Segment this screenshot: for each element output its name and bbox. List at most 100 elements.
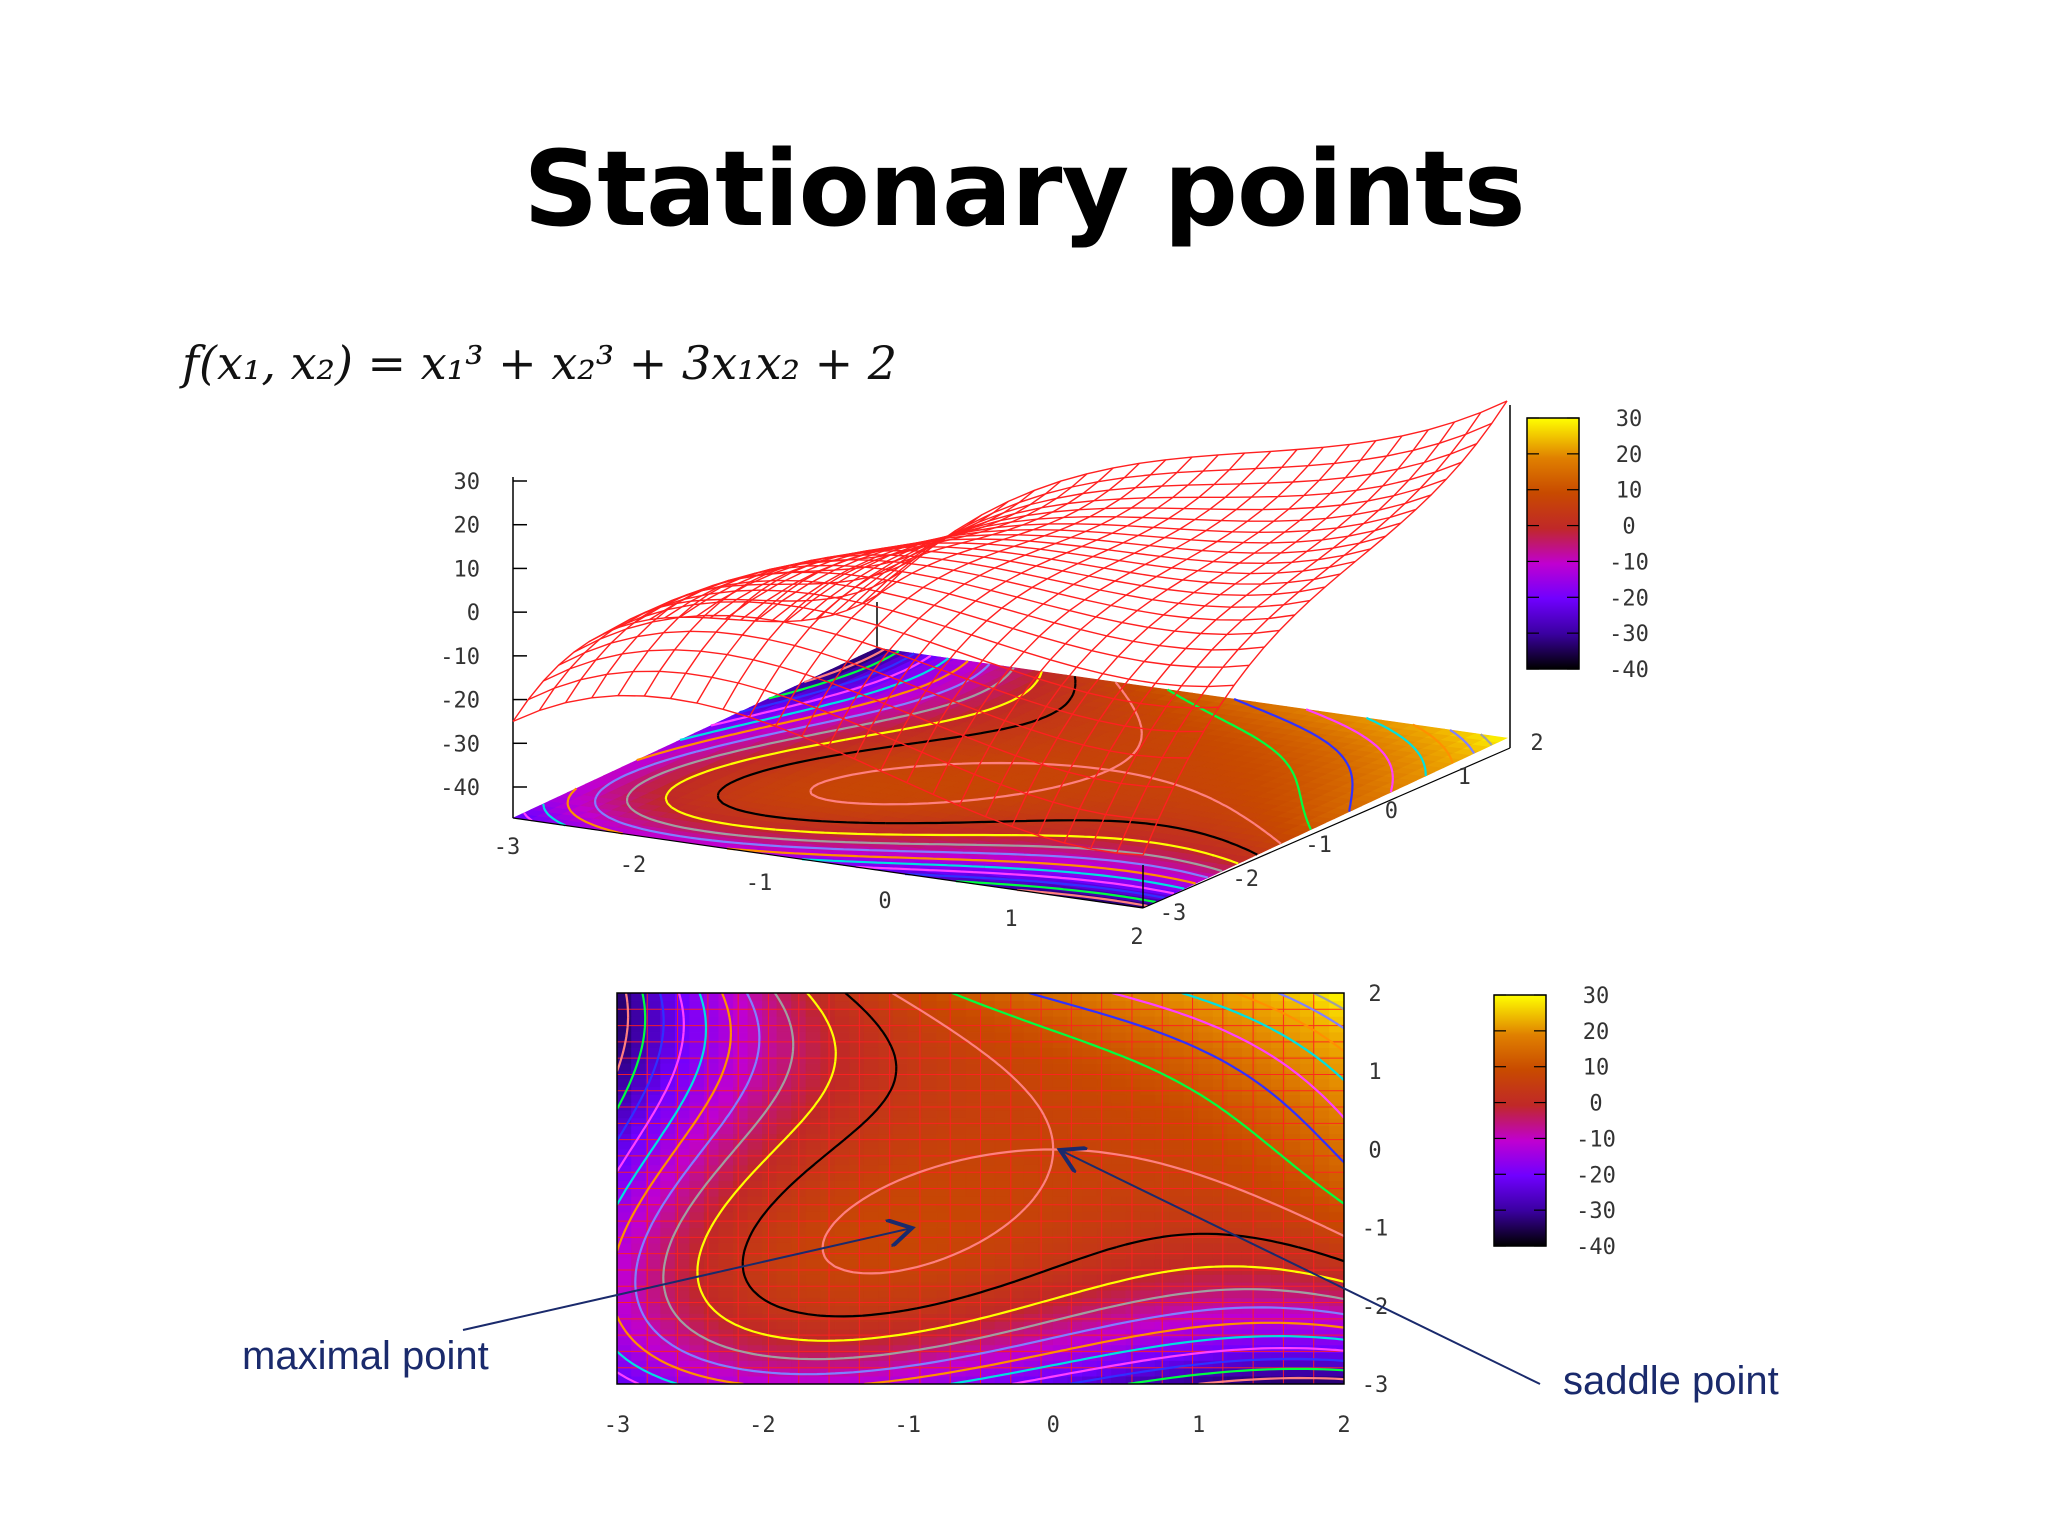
map-cell <box>805 1063 821 1072</box>
map-cell <box>965 1211 981 1221</box>
map-cell <box>936 1117 952 1127</box>
map-cell <box>1082 1063 1098 1072</box>
map-cell <box>1009 1196 1025 1205</box>
map-cell <box>849 1250 865 1260</box>
map-cell <box>1009 1266 1025 1275</box>
map-cell <box>965 1321 981 1330</box>
map-cell <box>762 1180 778 1189</box>
map-cell <box>951 1196 967 1205</box>
map-cell <box>863 1000 880 1009</box>
map-cell <box>689 1102 705 1111</box>
map-cell <box>1285 1172 1301 1181</box>
map-cell <box>805 1133 821 1142</box>
map-cell <box>878 993 894 1002</box>
map-cell <box>1227 1141 1243 1150</box>
map-cell <box>1314 1313 1330 1322</box>
map-cell <box>1009 1180 1025 1189</box>
map-cell <box>921 1235 938 1244</box>
map-cell <box>805 1070 821 1080</box>
map-cell <box>1052 1305 1068 1314</box>
mesh-line-y <box>984 443 1351 817</box>
map-cell <box>1111 1063 1127 1072</box>
map-cell <box>645 1039 661 1048</box>
map-cell <box>1052 993 1068 1002</box>
map-cell <box>762 1133 778 1142</box>
map-cell <box>1082 1141 1098 1150</box>
map-cell <box>762 1047 778 1056</box>
map-cell <box>1125 1211 1141 1221</box>
map-cell <box>645 1305 661 1314</box>
map-cell <box>1212 1352 1228 1361</box>
map-cell <box>1067 1235 1083 1244</box>
map-cell <box>776 1031 792 1041</box>
map-cell <box>747 1102 763 1111</box>
map-cell <box>820 1133 836 1142</box>
map-cell <box>1285 1141 1301 1150</box>
map-cell <box>645 1016 661 1025</box>
map-cell <box>1212 1117 1228 1127</box>
map-cell <box>1212 1274 1228 1283</box>
map-cell <box>660 1368 676 1377</box>
map-cell <box>965 1180 981 1189</box>
map-cell <box>1183 1242 1199 1252</box>
map-cell <box>1023 1289 1039 1299</box>
map-cell <box>834 1016 850 1025</box>
map-cell <box>805 1141 821 1150</box>
map-cell <box>892 1250 909 1260</box>
map-cell <box>1052 1078 1068 1088</box>
map-cell <box>747 1297 763 1307</box>
map-cell <box>1096 1313 1112 1322</box>
map-cell <box>921 1156 938 1166</box>
map-cell <box>1227 1039 1243 1048</box>
surface-base-contour-line <box>1166 688 1312 831</box>
map-cell <box>863 1274 880 1283</box>
x-tick-label: 2 <box>1130 925 1143 950</box>
map-cell <box>994 1102 1010 1111</box>
map-cell <box>1023 1250 1039 1260</box>
map-cell <box>1169 1242 1185 1252</box>
map-cell <box>994 1196 1010 1205</box>
map-cell <box>921 1094 938 1103</box>
mesh-line-y <box>1011 440 1377 827</box>
map-cell <box>617 1211 632 1221</box>
colorbar1-tick-label: 10 <box>1616 479 1643 504</box>
map-cell <box>980 1094 996 1103</box>
map-cell <box>1198 1180 1214 1189</box>
map-cell <box>776 1117 792 1127</box>
map-cell <box>1082 1242 1098 1252</box>
map-cell <box>1052 1235 1068 1244</box>
map-cell <box>1169 1055 1185 1064</box>
map-contour-line <box>662 993 1344 1361</box>
map-cell <box>951 1055 967 1064</box>
map-cell <box>762 1078 778 1088</box>
map-cell <box>820 1329 836 1338</box>
map-cell <box>921 1063 938 1072</box>
map-cell <box>1052 1352 1068 1361</box>
map-cell <box>1125 1063 1141 1072</box>
map-cell <box>1241 1055 1258 1064</box>
map-cell <box>660 1321 676 1330</box>
map-cell <box>660 1063 676 1072</box>
map-cell <box>1082 1133 1098 1142</box>
map-cell <box>1198 1188 1214 1197</box>
map-cell <box>1285 1313 1301 1322</box>
map-cell <box>1212 1250 1228 1260</box>
map-cell <box>1082 1055 1098 1064</box>
map-cell <box>776 1266 792 1275</box>
map-cell <box>1314 1211 1330 1221</box>
map-cell <box>762 1313 778 1322</box>
map-cell <box>1256 1094 1272 1103</box>
map-cell <box>1082 1078 1098 1088</box>
map-cell <box>617 1266 632 1275</box>
map-cell <box>1067 1094 1083 1103</box>
map-cell <box>703 1321 720 1330</box>
maximal-point-arrow <box>462 1228 912 1331</box>
map-cell <box>762 1250 778 1260</box>
map-cell <box>776 1211 792 1221</box>
map-cell <box>1023 1047 1039 1056</box>
map-cell <box>1023 1117 1039 1127</box>
map-cell <box>1111 1227 1127 1236</box>
map-cell <box>703 1063 720 1072</box>
map-cell <box>689 1094 705 1103</box>
map-cell <box>1111 1039 1127 1048</box>
